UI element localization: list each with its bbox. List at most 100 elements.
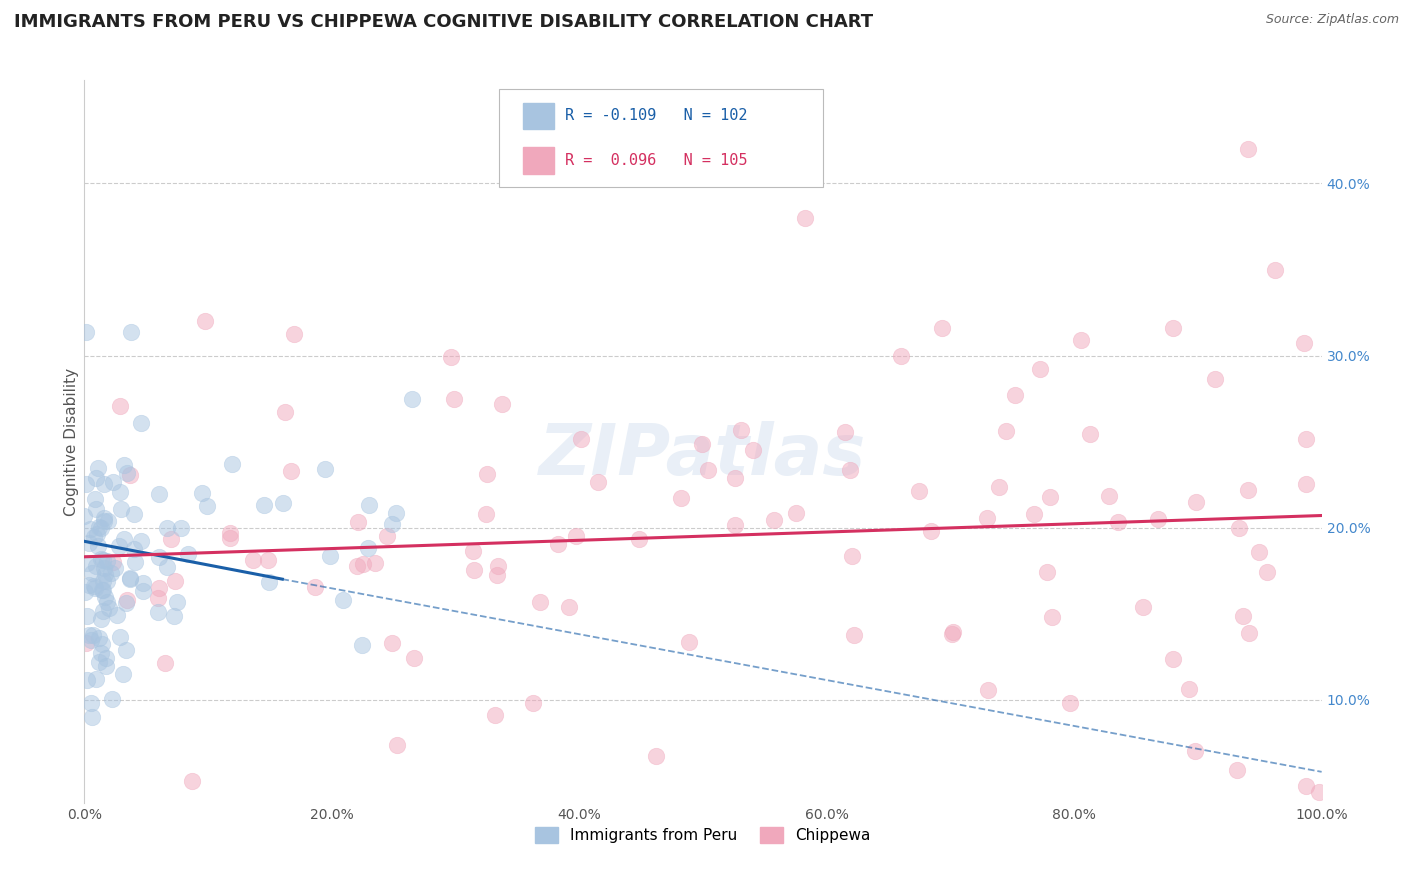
Point xyxy=(219,525,242,540)
Point xyxy=(921,524,943,539)
Point xyxy=(180,774,202,789)
Point xyxy=(1177,681,1199,696)
Point xyxy=(475,467,498,482)
Point xyxy=(332,593,354,607)
Point xyxy=(976,511,998,525)
Point xyxy=(90,646,112,660)
Point xyxy=(558,600,581,615)
Point xyxy=(91,553,114,567)
Point xyxy=(91,582,114,597)
Point xyxy=(352,638,374,652)
Point xyxy=(1237,483,1260,498)
Point xyxy=(120,467,142,482)
Point xyxy=(741,442,763,457)
Point xyxy=(569,432,592,446)
Point xyxy=(148,582,170,596)
Point xyxy=(838,463,860,477)
Point xyxy=(834,425,856,440)
Point xyxy=(1036,565,1059,579)
Point xyxy=(1080,426,1102,441)
Point xyxy=(132,576,155,591)
Point xyxy=(107,540,129,554)
Point xyxy=(346,559,368,574)
Point xyxy=(564,529,586,543)
Point xyxy=(101,555,124,569)
Point xyxy=(1004,387,1026,401)
Point xyxy=(942,624,965,639)
Point xyxy=(352,557,374,571)
Point xyxy=(547,537,569,551)
Point xyxy=(724,518,747,533)
Point xyxy=(124,555,146,569)
Point xyxy=(166,595,188,609)
Point xyxy=(785,506,807,520)
Point xyxy=(73,509,96,524)
Point xyxy=(669,491,692,506)
Y-axis label: Cognitive Disability: Cognitive Disability xyxy=(63,368,79,516)
Point xyxy=(841,549,863,563)
Point xyxy=(1039,491,1062,505)
Point xyxy=(1132,600,1154,615)
Point xyxy=(195,500,218,514)
Point xyxy=(77,628,100,642)
Point xyxy=(1295,432,1317,446)
Point xyxy=(274,404,297,418)
Point xyxy=(96,595,118,609)
Point xyxy=(1227,520,1250,534)
Point xyxy=(148,591,170,606)
Point xyxy=(529,595,551,609)
Point xyxy=(474,507,496,521)
Point xyxy=(122,507,145,521)
Text: Source: ZipAtlas.com: Source: ZipAtlas.com xyxy=(1265,13,1399,27)
Point xyxy=(169,521,191,535)
Point xyxy=(1184,744,1206,758)
Point xyxy=(1204,372,1226,386)
Point xyxy=(931,321,953,335)
Point xyxy=(83,582,105,596)
Point xyxy=(77,536,100,550)
Point xyxy=(104,560,127,574)
Point xyxy=(82,566,104,580)
Point xyxy=(94,651,117,665)
Point xyxy=(440,351,463,365)
Point xyxy=(90,637,112,651)
Point xyxy=(242,553,264,567)
Point xyxy=(112,532,135,546)
Point xyxy=(194,314,217,328)
Point xyxy=(79,522,101,536)
Point xyxy=(110,501,132,516)
Point xyxy=(491,397,513,411)
Point xyxy=(156,521,179,535)
Point xyxy=(988,479,1011,493)
Point xyxy=(1070,333,1092,347)
Point xyxy=(84,673,107,687)
Point xyxy=(90,521,112,535)
Point xyxy=(1024,507,1046,521)
Point xyxy=(1308,785,1330,799)
Point xyxy=(280,464,302,478)
Point xyxy=(1295,779,1317,793)
Point xyxy=(443,392,465,407)
Point xyxy=(112,458,135,473)
Point xyxy=(115,596,138,610)
Text: ZIPatlas: ZIPatlas xyxy=(540,422,866,491)
Point xyxy=(131,533,153,548)
Point xyxy=(163,609,186,624)
Point xyxy=(86,527,108,541)
Point xyxy=(463,564,485,578)
Point xyxy=(75,636,97,650)
Point xyxy=(908,484,931,499)
Point xyxy=(1226,763,1249,777)
Point xyxy=(257,574,280,589)
Point xyxy=(132,584,155,599)
Point xyxy=(118,571,141,585)
Point xyxy=(1029,362,1052,376)
Point xyxy=(690,437,713,451)
Point xyxy=(156,560,179,574)
Point xyxy=(120,326,142,340)
Point xyxy=(110,399,132,413)
Point xyxy=(696,463,718,477)
Point xyxy=(1146,511,1168,525)
Point xyxy=(1237,626,1260,640)
Point xyxy=(148,486,170,500)
